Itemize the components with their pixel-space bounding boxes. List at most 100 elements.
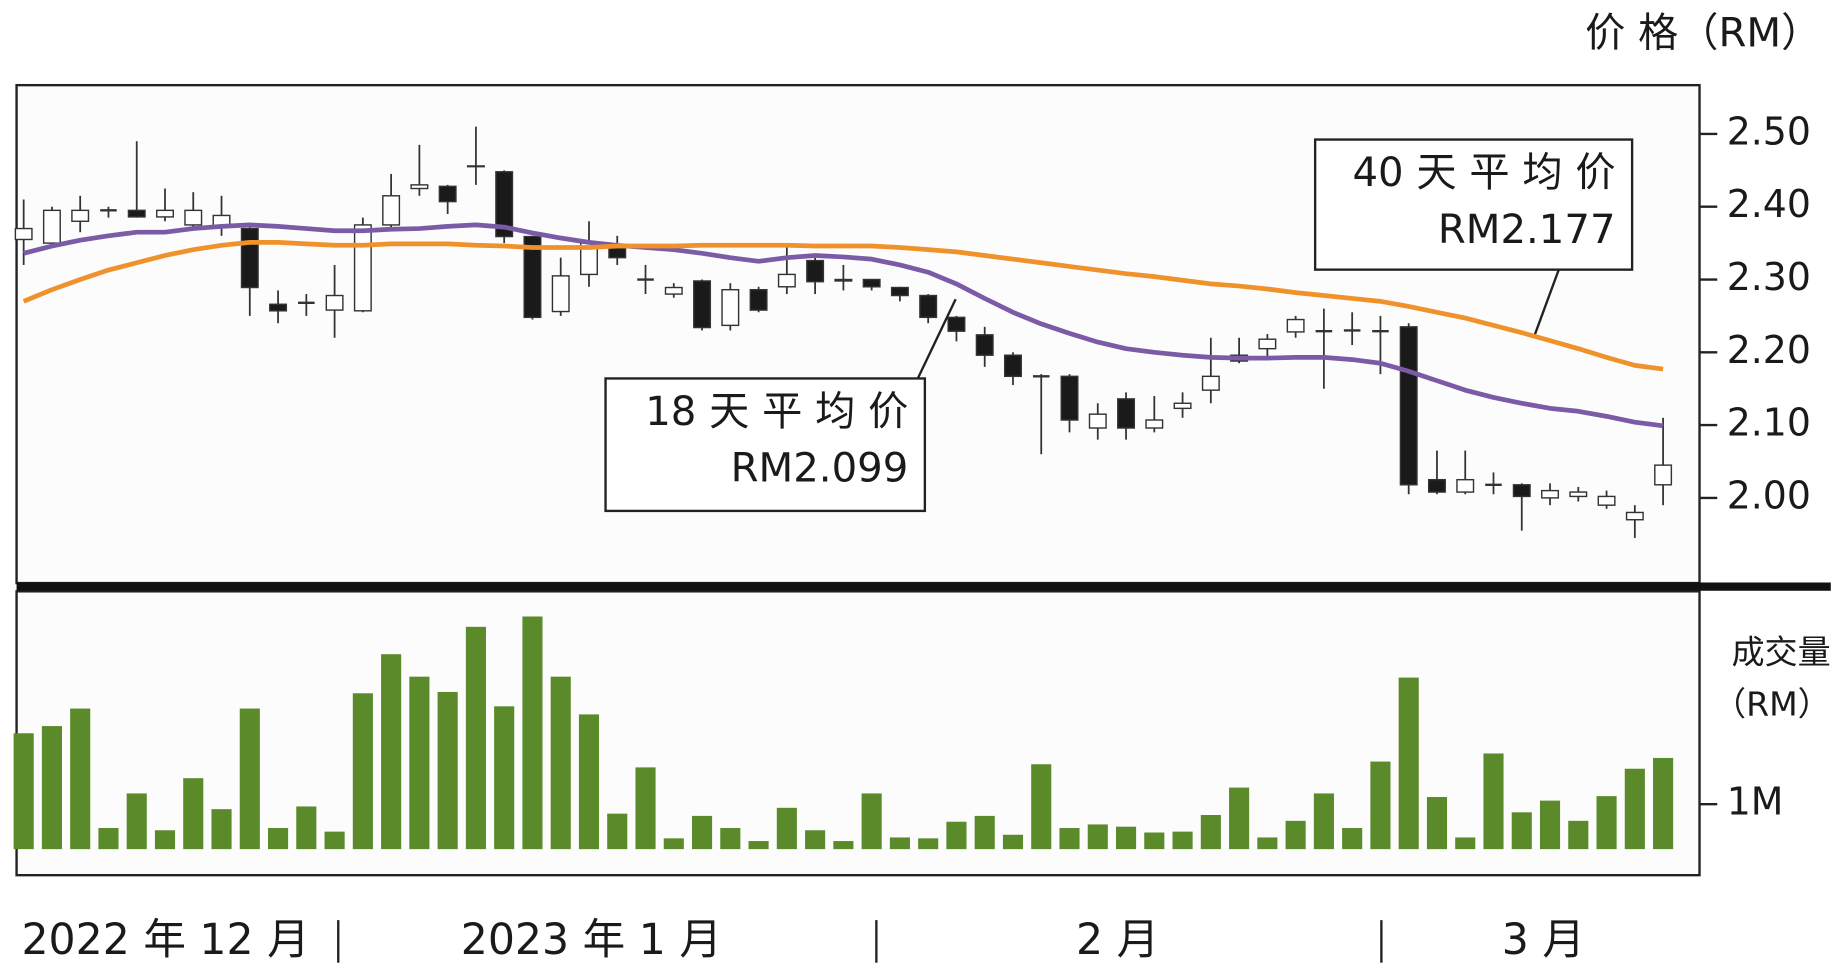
volume-bar [1144, 832, 1165, 850]
candle-body [325, 294, 344, 311]
volume-bar [918, 838, 939, 850]
volume-bar [70, 708, 91, 850]
volume-bar [946, 821, 967, 850]
x-month-label: 2 月 [1076, 915, 1159, 965]
candle-body [1456, 478, 1475, 493]
candle-body [382, 195, 401, 226]
volume-bar [889, 837, 910, 850]
volume-bar [41, 726, 62, 850]
candle-body [890, 286, 909, 297]
volume-bar [1511, 812, 1532, 850]
annotation-box [1313, 138, 1634, 271]
candle-body [466, 165, 485, 168]
candle-body [947, 316, 966, 332]
volume-bar [381, 654, 402, 850]
candle-body [1541, 489, 1560, 499]
candle-body [1512, 484, 1531, 498]
candle-body [1597, 495, 1616, 506]
candle-body [749, 288, 768, 311]
volume-bar [239, 708, 260, 850]
candle-body [1173, 402, 1192, 410]
candle-body [777, 273, 796, 288]
volume-bar [805, 830, 826, 850]
volume-bar [720, 828, 741, 850]
candle-body [156, 209, 174, 218]
candle-body [410, 184, 429, 190]
x-month-label: 2023 年 1 月 [461, 915, 722, 965]
volume-bar [748, 841, 769, 850]
volume-bar [1370, 761, 1391, 850]
volume-bar [296, 806, 317, 850]
candle-body [806, 259, 825, 283]
annotation-value: RM2.099 [731, 446, 909, 492]
volume-bar [1653, 757, 1674, 850]
volume-bar [98, 828, 119, 850]
volume-bar [1596, 796, 1617, 850]
volume-bar [1229, 787, 1250, 850]
volume-bar [776, 807, 797, 850]
volume-bar [607, 813, 628, 850]
candle-body [1060, 375, 1079, 421]
volume-bar [1002, 834, 1024, 850]
y-tick-label: 2.10 [1727, 401, 1811, 445]
y-tick-label: 2.20 [1727, 328, 1811, 372]
volume-bar [861, 793, 882, 850]
volume-bar [1087, 824, 1108, 850]
volume-bar [691, 815, 713, 850]
volume-bar [1200, 815, 1221, 850]
annotation-box [604, 377, 927, 513]
volume-bar [465, 626, 486, 850]
candle-body [1201, 375, 1220, 391]
candle-body [438, 185, 457, 203]
candle-body [14, 227, 33, 241]
volume-bar [1426, 797, 1448, 850]
candle-body [693, 280, 712, 329]
volume-bar [550, 676, 571, 850]
volume-bar [578, 714, 600, 850]
candle-body [664, 286, 683, 295]
candle-body [353, 224, 372, 312]
x-month-label: 2022 年 12 月 [21, 915, 309, 965]
volume-bar [1031, 764, 1052, 850]
candle-body [721, 288, 740, 327]
candle-body [1088, 413, 1107, 429]
volume-bar [126, 793, 147, 850]
volume-bar [211, 809, 232, 850]
leader-line [1532, 269, 1560, 338]
volume-bar [1398, 677, 1419, 850]
candle-body [862, 278, 881, 288]
volume-bar [183, 778, 204, 850]
candle-body [919, 294, 938, 319]
candle-body [1569, 491, 1588, 498]
candle-body [1427, 478, 1446, 493]
volume-bar [1342, 828, 1363, 850]
volume-bar [1257, 837, 1278, 850]
volume-bar [1115, 826, 1137, 850]
volume-bar [268, 828, 289, 850]
candle-body [551, 275, 570, 313]
volume-bar [13, 733, 34, 850]
volume-bar [663, 838, 684, 850]
candle-body [240, 227, 259, 289]
volume-bar [409, 676, 430, 850]
candle-body [495, 171, 514, 238]
annotation-value: RM2.177 [1438, 207, 1616, 253]
annotation-name: 40 天 平 均 价 [1352, 150, 1615, 196]
moving-average-line [23, 222, 1664, 429]
leader-line [916, 298, 957, 379]
volume-bar [437, 691, 458, 850]
volume-bar [1313, 793, 1334, 850]
y-tick-label: 1M [1727, 780, 1784, 824]
candle-body [1117, 398, 1136, 429]
volume-bar [1483, 753, 1504, 850]
candle-body [1399, 326, 1418, 486]
candle-body [184, 209, 203, 226]
y-tick-label: 2.30 [1727, 255, 1811, 299]
volume-bar [1172, 831, 1193, 850]
volume-bar [494, 706, 515, 850]
volume-bar [833, 841, 854, 850]
candle-body [269, 303, 288, 312]
volume-bar [1455, 837, 1476, 850]
volume-axis-unit: （RM） [1713, 685, 1831, 724]
